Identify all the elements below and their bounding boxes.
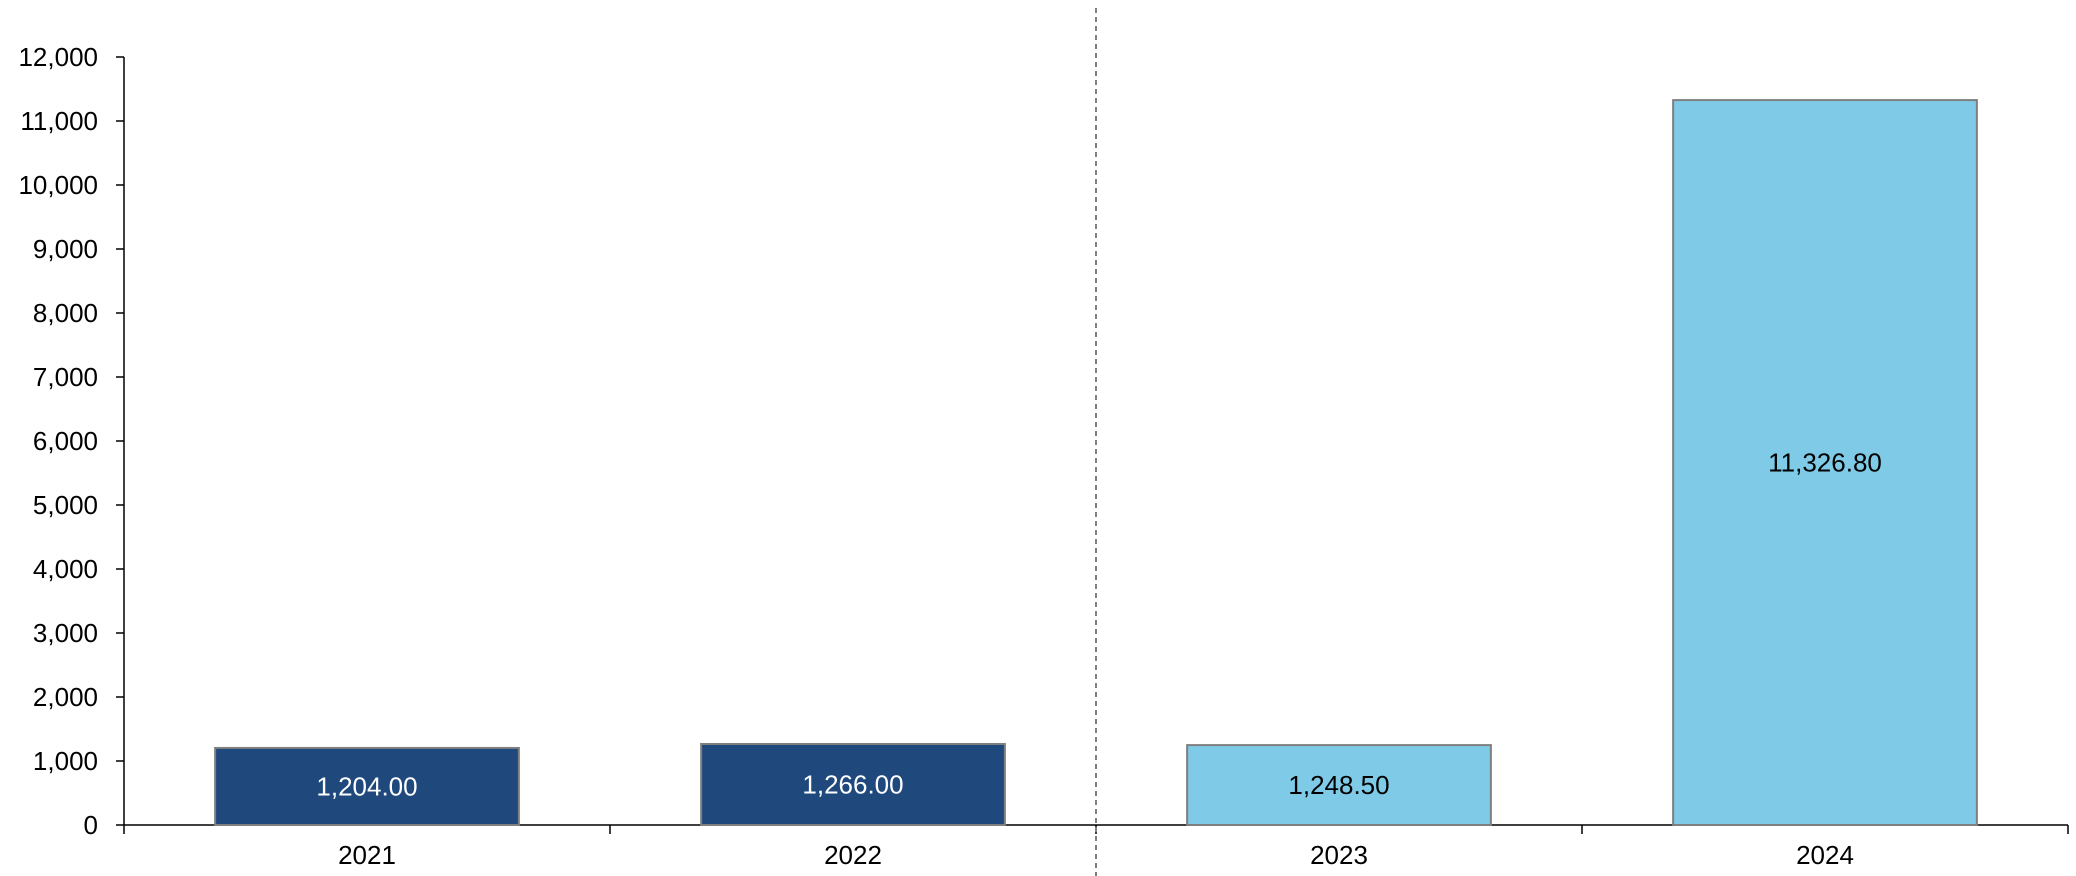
y-tick-label: 2,000 (33, 682, 98, 712)
x-tick-label: 2024 (1796, 840, 1854, 870)
y-tick-label: 4,000 (33, 554, 98, 584)
y-tick-label: 11,000 (20, 106, 98, 136)
y-tick-label: 8,000 (33, 298, 98, 328)
data-label-2023: 1,248.50 (1288, 770, 1389, 800)
y-tick-label: 1,000 (33, 746, 98, 776)
bar-2024 (1672, 99, 1978, 827)
bar-2021 (214, 746, 520, 826)
y-tick-label: 7,000 (33, 362, 98, 392)
data-label-2021: 1,204.00 (316, 771, 417, 801)
y-tick-label: 3,000 (33, 618, 98, 648)
data-label-2022: 1,266.00 (802, 769, 903, 799)
x-tick-label: 2023 (1310, 840, 1368, 870)
bar-2023 (1186, 744, 1492, 827)
x-tick-label: 2022 (824, 840, 882, 870)
y-tick-label: 10,000 (18, 170, 98, 200)
y-tick-label: 9,000 (33, 234, 98, 264)
x-tick-label: 2021 (338, 840, 396, 870)
bar-data-labels: 1,204.00 1,266.00 1,248.50 11,326.80 (316, 448, 1881, 802)
data-label-2024: 11,326.80 (1768, 448, 1882, 478)
bar-2022 (700, 742, 1006, 827)
y-tick-label: 6,000 (33, 426, 98, 456)
y-tick-label: 0 (84, 810, 98, 840)
y-axis: 0 1,000 2,000 3,000 4,000 5,000 6,000 7,000 8,00… (18, 42, 125, 840)
y-tick-label: 12,000 (18, 42, 98, 72)
bars (214, 99, 1978, 827)
y-tick-label: 5,000 (33, 490, 98, 520)
